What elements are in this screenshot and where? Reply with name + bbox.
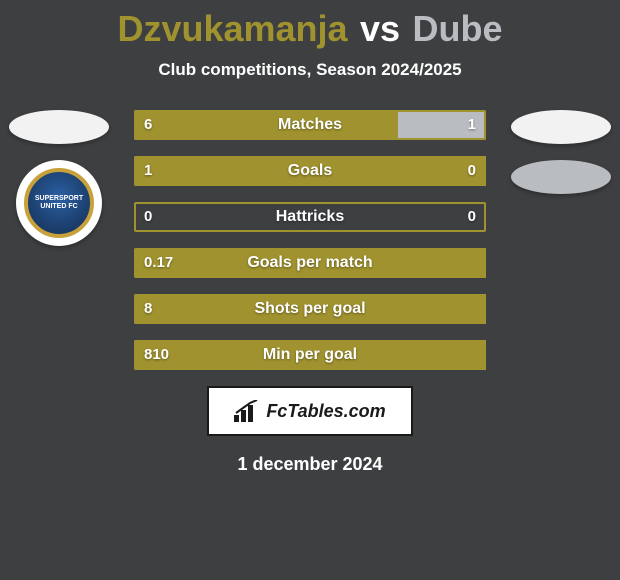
stat-row: 00Hattricks [134, 202, 486, 232]
bar-label: Shots per goal [134, 294, 486, 324]
right-club-column [506, 110, 616, 194]
left-club-column: SUPERSPORT UNITED FC [4, 110, 114, 246]
subtitle: Club competitions, Season 2024/2025 [0, 60, 620, 80]
stat-row: 61Matches [134, 110, 486, 140]
bar-label: Matches [134, 110, 486, 140]
player-b-name: Dube [413, 8, 503, 49]
club-oval-right-2 [511, 160, 611, 194]
club-badge-left: SUPERSPORT UNITED FC [16, 160, 102, 246]
stat-row: 810Min per goal [134, 340, 486, 370]
footer-brand-text: FcTables.com [266, 401, 385, 422]
bar-label: Goals per match [134, 248, 486, 278]
bar-label: Goals [134, 156, 486, 186]
stat-row: 10Goals [134, 156, 486, 186]
stat-row: 8Shots per goal [134, 294, 486, 324]
player-a-name: Dzvukamanja [117, 8, 347, 49]
content-area: SUPERSPORT UNITED FC 61Matches 10Goals 00H… [0, 110, 620, 475]
vs-word: vs [360, 8, 400, 49]
date-line: 1 december 2024 [0, 454, 620, 475]
bars-growth-icon [234, 400, 260, 422]
bar-label: Min per goal [134, 340, 486, 370]
club-oval-left [9, 110, 109, 144]
stat-row: 0.17Goals per match [134, 248, 486, 278]
bar-label: Hattricks [134, 202, 486, 232]
title-row: Dzvukamanja vs Dube [0, 0, 620, 50]
club-badge-text: SUPERSPORT UNITED FC [24, 168, 94, 238]
club-oval-right-1 [511, 110, 611, 144]
comparison-bars: 61Matches 10Goals 00Hattricks 0.17Goals per… [134, 110, 486, 370]
footer-logo: FcTables.com [207, 386, 413, 436]
